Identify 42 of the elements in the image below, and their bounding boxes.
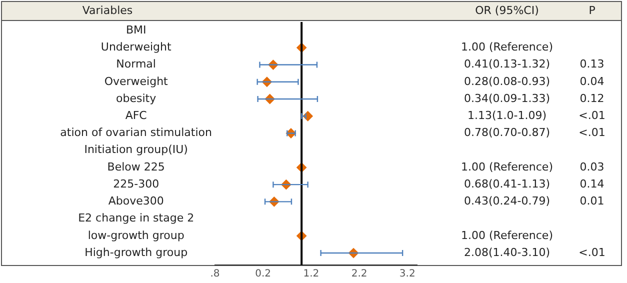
data-label: 1.00 (Reference)	[461, 40, 553, 54]
y-tick-label: Above300	[108, 194, 164, 208]
text: 0.12	[580, 92, 604, 105]
data-label: 2.08(1.40-3.10)	[464, 246, 550, 259]
data-label: 0.68(0.41-1.13)	[464, 177, 550, 190]
text: P	[588, 4, 596, 17]
x-tick-label: 3.2	[399, 268, 416, 280]
y-tick-label: E2 change in stage 2	[78, 212, 194, 225]
text: 0.14	[580, 177, 604, 190]
data-label: 0.34(0.09-1.33)	[464, 92, 550, 105]
text: 0.03	[580, 160, 604, 174]
text: 0.04	[580, 74, 604, 88]
y-tick-label: BMI	[126, 23, 146, 36]
x-tick-label: .8	[210, 268, 220, 280]
y-tick-label: Normal	[116, 58, 156, 71]
text: <.01	[578, 126, 606, 140]
y-tick-label: Initiation group(IU)	[84, 143, 188, 156]
y-tick-label: AFC	[125, 108, 148, 122]
text: 0.13	[580, 58, 604, 71]
data-label: 1.00 (Reference)	[461, 228, 553, 242]
y-tick-label: low-growth group	[88, 228, 184, 242]
y-tick-label: Overweight	[104, 74, 169, 88]
data-label: 0.78(0.70-0.87)	[464, 126, 550, 140]
data-label: 1.13(1.0-1.09)	[467, 108, 547, 122]
data-label: 0.28(0.08-0.93)	[464, 74, 550, 88]
data-label: 0.43(0.24-0.79)	[464, 194, 550, 208]
y-tick-label: 225-300	[113, 177, 160, 190]
x-tick-label: 0.2	[255, 268, 272, 280]
y-tick-label: High-growth group	[84, 246, 188, 259]
text: Variables	[82, 4, 133, 17]
text: <.01	[578, 108, 606, 122]
text: OR (95%CI)	[475, 4, 539, 17]
text: 0.01	[580, 194, 604, 208]
data-label: 1.00 (Reference)	[461, 160, 553, 174]
x-tick-label: 1.2	[303, 268, 320, 280]
text: <.01	[578, 246, 606, 259]
y-tick-label: ation of ovarian stimulation	[60, 126, 212, 140]
x-tick-label: 2.2	[351, 268, 368, 280]
y-tick-label: obesity	[116, 92, 157, 105]
y-tick-label: Underweight	[100, 40, 172, 54]
data-label: 0.41(0.13-1.32)	[464, 58, 550, 71]
y-tick-label: Below 225	[107, 160, 165, 174]
